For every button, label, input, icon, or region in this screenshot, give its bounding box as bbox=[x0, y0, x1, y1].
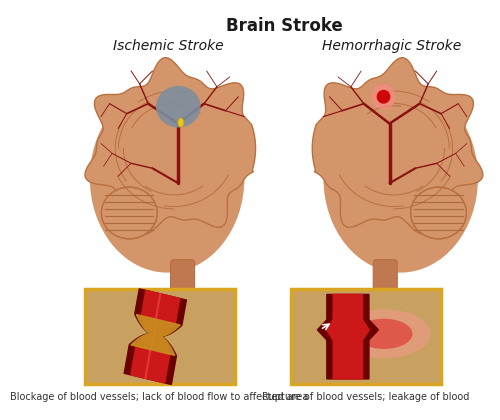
Text: Ischemic Stroke: Ischemic Stroke bbox=[112, 39, 224, 53]
Polygon shape bbox=[318, 294, 378, 379]
Ellipse shape bbox=[90, 84, 244, 273]
Ellipse shape bbox=[324, 84, 478, 273]
FancyBboxPatch shape bbox=[170, 260, 194, 310]
Ellipse shape bbox=[178, 118, 184, 127]
Ellipse shape bbox=[410, 187, 467, 239]
Polygon shape bbox=[124, 289, 186, 384]
Polygon shape bbox=[312, 58, 483, 234]
Ellipse shape bbox=[372, 84, 396, 110]
Ellipse shape bbox=[102, 187, 157, 239]
FancyBboxPatch shape bbox=[373, 260, 398, 310]
Polygon shape bbox=[131, 290, 180, 383]
Text: Hemorrhagic Stroke: Hemorrhagic Stroke bbox=[322, 39, 461, 53]
Ellipse shape bbox=[376, 90, 390, 104]
Text: Rupture of blood vessels; leakage of blood: Rupture of blood vessels; leakage of blo… bbox=[262, 392, 469, 402]
Polygon shape bbox=[131, 315, 180, 355]
Ellipse shape bbox=[338, 309, 430, 358]
Text: Blockage of blood vessels; lack of blood flow to affected area: Blockage of blood vessels; lack of blood… bbox=[10, 392, 308, 402]
Polygon shape bbox=[85, 58, 255, 234]
Bar bbox=[84, 289, 235, 384]
Polygon shape bbox=[326, 294, 369, 379]
Ellipse shape bbox=[356, 319, 412, 349]
Ellipse shape bbox=[156, 86, 200, 128]
Text: Brain Stroke: Brain Stroke bbox=[226, 17, 342, 35]
Bar bbox=[291, 289, 441, 384]
